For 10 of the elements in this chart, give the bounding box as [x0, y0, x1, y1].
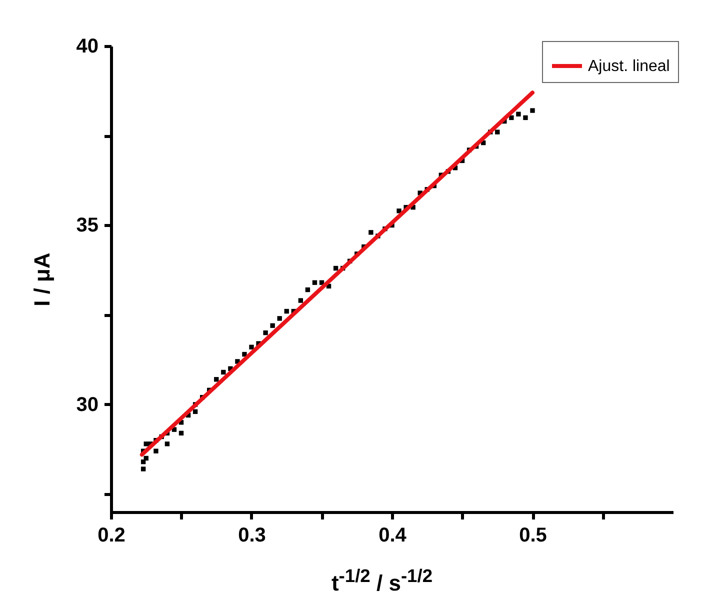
x-axis-title: t$^{-1/2}$ / s$^{-1/2}$	[330, 565, 434, 596]
x-tick-label: 0.3	[238, 524, 266, 546]
y-tick-label: 40	[76, 36, 98, 58]
x-tick-label: 0.4	[378, 524, 408, 546]
x-tick-label: 0.5	[519, 524, 547, 546]
legend-label: Ajust. lineal	[588, 58, 670, 75]
y-tick-label: 35	[76, 214, 98, 237]
x-tick-label: 0.2	[98, 524, 126, 546]
y-tick-label: 30	[76, 394, 98, 416]
y-axis-title: I / μA	[29, 252, 54, 306]
